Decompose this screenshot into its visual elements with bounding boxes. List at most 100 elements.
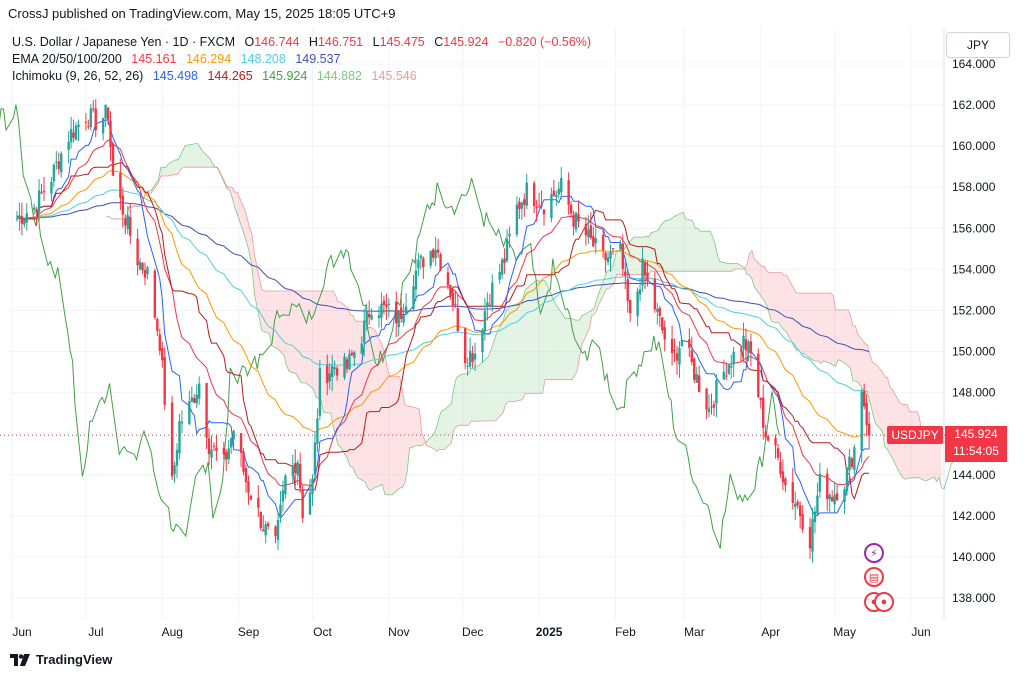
chikou-value: 145.924 [262,69,308,83]
candle-body [330,366,334,377]
ema-legend-row[interactable]: EMA 20/50/100/200 145.161 146.294 148.20… [12,51,591,68]
candle-body [520,202,524,209]
candle [360,336,363,355]
candle-body [84,121,88,123]
candle-body [638,289,642,295]
candle [606,252,610,266]
ichimoku-legend-row[interactable]: Ichimoku (9, 26, 52, 26) 145.498 144.265… [12,68,591,85]
cloud-segment [697,228,701,272]
brand-name: TradingView [36,652,113,667]
cloud-segment [505,308,509,405]
cloud-segment [663,220,666,272]
candle-body [422,258,425,268]
low-value: 145.475 [379,35,425,49]
candle [747,339,750,362]
candle-body [180,421,184,424]
cloud-segment [939,442,942,488]
tradingview-logo-icon [10,653,30,666]
candle [318,359,322,421]
time-tick-label: 2025 [536,625,563,639]
earnings-event-icon-2[interactable]: ● [874,592,894,612]
candle-body [20,216,24,224]
ema-title: EMA 20/50/100/200 [12,52,122,66]
candle [781,459,785,491]
price-tick-label: 140.000 [952,550,996,564]
candle-body [816,495,819,514]
cloud-segment [815,293,819,362]
cloud-segment [488,349,491,421]
candle [266,521,270,530]
time-tick-label: Jul [88,625,103,639]
candle [222,441,226,460]
candle [503,248,506,274]
symbol-legend-row[interactable]: U.S. Dollar / Japanese Yen · 1D · FXCM O… [12,34,591,51]
span-b-line [106,166,959,453]
candle-body [813,511,817,523]
candle [276,511,280,551]
time-tick-label: Nov [388,625,409,639]
candle-body [173,465,176,475]
candle [673,338,676,363]
candle [560,167,563,200]
candle-body [42,190,46,193]
candle-body [826,473,829,500]
ema50-line [16,170,870,438]
lightning-event-icon[interactable]: ⚡ [864,543,884,563]
candle-body [291,465,294,476]
cloud-segment [559,310,563,380]
candle-body [449,284,452,297]
candle-body [158,334,161,351]
cloud-segment [596,292,600,311]
currency-button[interactable]: JPY [946,32,1010,58]
candle-body [296,462,299,476]
candle-body [72,132,75,138]
candle-body [688,339,691,348]
cloud-segment [628,240,632,275]
candle-body [367,313,371,318]
us-flag-event-icon[interactable]: ▤ [864,567,884,587]
candle-body [781,471,785,483]
candle-body [801,514,804,530]
candle-body [466,365,469,367]
cloud-segment [264,291,267,333]
price-tick-label: 148.000 [952,386,996,400]
cloud-segment [232,187,235,208]
price-tick-label: 160.000 [952,139,996,153]
chikou-line [0,104,780,549]
candle [429,250,432,269]
cloud-segment [926,439,935,481]
candle [316,408,319,453]
candle-body [25,213,28,223]
candle-body [188,401,191,424]
candle [210,435,213,470]
cloud-segment [402,389,405,488]
cloud-segment [367,327,371,491]
candle [158,328,161,356]
candle [436,238,440,258]
candle [638,278,642,302]
candle [363,308,366,357]
candle-body [259,511,262,528]
candle [296,459,299,486]
candle-body [87,126,90,128]
candle-body [92,108,95,110]
cloud-segment [648,232,651,275]
candle [385,293,388,320]
candle [725,362,728,380]
candle-body [161,348,164,361]
cloud-segment [611,261,615,287]
candle-body [360,343,363,354]
candle-body [673,349,676,352]
cloud-segment [409,406,417,449]
tradingview-footer: TradingView [10,652,112,667]
candle [350,350,354,357]
candle [542,209,546,226]
candle [636,287,639,327]
candle [486,292,489,321]
candle [688,328,691,357]
candle-body [335,368,339,376]
candle-body [757,353,760,398]
candle [594,228,597,254]
candle [567,172,570,215]
